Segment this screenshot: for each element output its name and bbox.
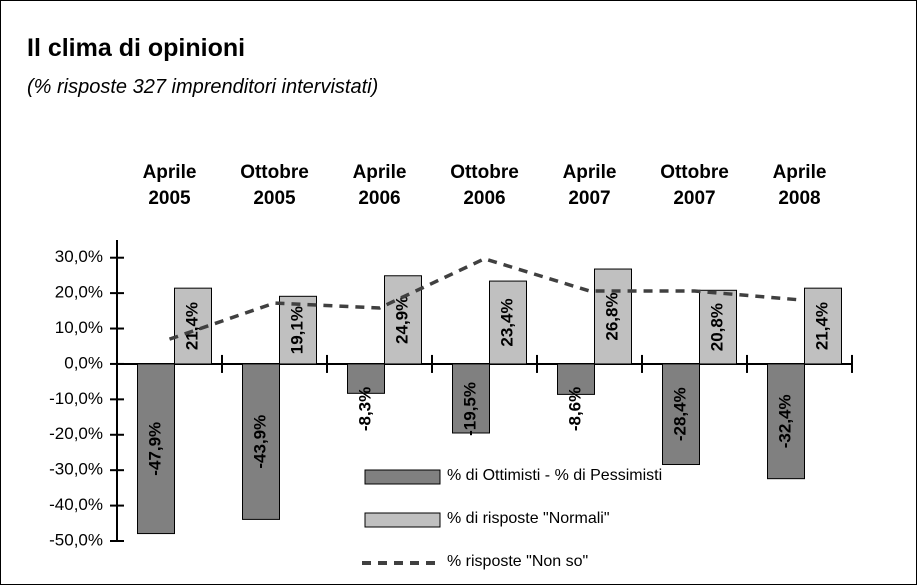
x-category-label: Ottobre 2005 bbox=[240, 162, 309, 209]
data-label: -32,4% bbox=[775, 394, 794, 448]
x-category-label: Aprile 2008 bbox=[772, 162, 827, 209]
data-label: -8,3% bbox=[355, 387, 374, 431]
x-category-label: Aprile 2005 bbox=[142, 162, 197, 209]
data-label: -47,9% bbox=[145, 422, 164, 476]
data-label: -19,5% bbox=[460, 382, 479, 436]
legend-label: % di Ottimisti - % di Pessimisti bbox=[447, 467, 663, 484]
data-label: 24,9% bbox=[392, 296, 411, 344]
data-label: -43,9% bbox=[250, 415, 269, 469]
y-tick-label: -10,0% bbox=[49, 389, 103, 408]
bar bbox=[594, 268, 632, 365]
x-category-label: Ottobre 2006 bbox=[450, 162, 519, 209]
bar bbox=[242, 363, 280, 520]
y-tick-label: -40,0% bbox=[49, 495, 103, 514]
bar bbox=[489, 280, 527, 365]
y-tick-label: -20,0% bbox=[49, 424, 103, 443]
y-tick-label: 30,0% bbox=[55, 247, 103, 266]
bar bbox=[279, 295, 317, 365]
x-category-label: Aprile 2006 bbox=[352, 162, 407, 209]
data-label: 26,8% bbox=[602, 292, 621, 340]
legend-swatch bbox=[364, 512, 441, 528]
y-tick-label: -30,0% bbox=[49, 460, 103, 479]
bar bbox=[452, 363, 490, 434]
bar bbox=[137, 363, 175, 535]
legend-swatch bbox=[364, 469, 441, 485]
data-label: 21,4% bbox=[812, 302, 831, 350]
y-tick-label: -50,0% bbox=[49, 530, 103, 549]
bar bbox=[347, 363, 385, 394]
bar bbox=[767, 363, 805, 480]
chart-subtitle: (% risposte 327 imprenditori intervistat… bbox=[27, 76, 379, 98]
legend-label: % risposte "Non so" bbox=[447, 553, 589, 570]
data-label: 20,8% bbox=[707, 303, 726, 351]
x-category-label: Ottobre 2007 bbox=[660, 162, 729, 209]
bar bbox=[662, 363, 700, 466]
y-tick-label: 20,0% bbox=[55, 283, 103, 302]
line-series bbox=[168, 256, 800, 341]
bar bbox=[804, 287, 842, 365]
data-label: -28,4% bbox=[670, 387, 689, 441]
data-label: 23,4% bbox=[497, 298, 516, 346]
bar bbox=[557, 363, 595, 395]
data-label: 21,4% bbox=[182, 302, 201, 350]
legend-label: % di risposte "Normali" bbox=[447, 510, 610, 527]
bar bbox=[699, 289, 737, 365]
chart-title: Il clima di opinioni bbox=[27, 34, 246, 62]
x-category-label: Aprile 2007 bbox=[562, 162, 617, 209]
data-label: -8,6% bbox=[565, 387, 584, 431]
data-label: 19,1% bbox=[287, 306, 306, 354]
y-tick-label: 10,0% bbox=[55, 318, 103, 337]
y-tick-label: 0,0% bbox=[64, 353, 103, 372]
